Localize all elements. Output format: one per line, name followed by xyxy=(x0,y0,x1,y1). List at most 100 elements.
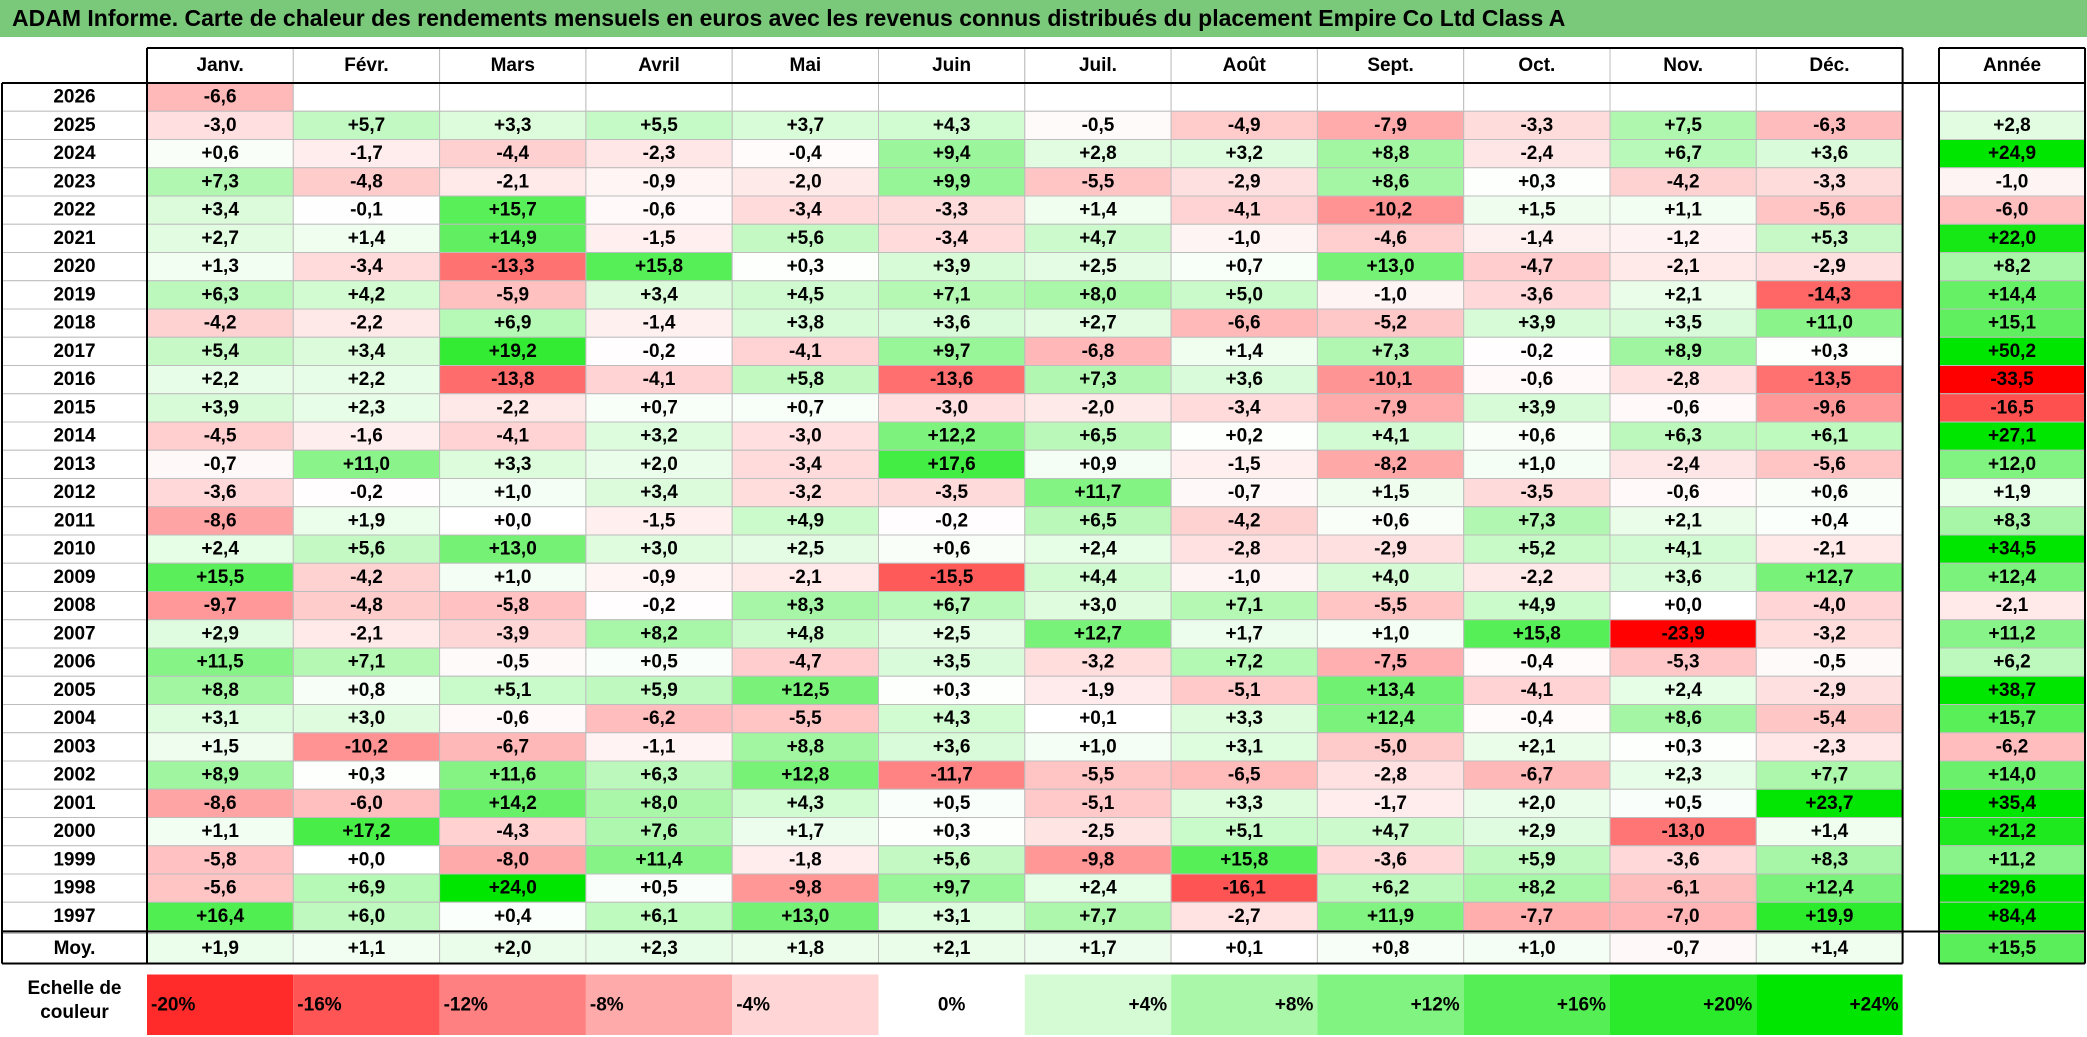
cell-value: +9,7 xyxy=(933,341,971,362)
cell-value: -2,3 xyxy=(643,143,676,164)
heatmap-cell xyxy=(731,110,880,140)
cell-value: +3,3 xyxy=(1225,793,1263,814)
annual-value: +15,1 xyxy=(1988,313,2037,334)
annual-cell xyxy=(1938,82,2086,112)
color-scale-swatch xyxy=(878,974,1025,1035)
cell-value: +0,6 xyxy=(1518,426,1556,447)
cell-value: -3,5 xyxy=(1520,482,1553,503)
heatmap-cell xyxy=(1024,110,1172,140)
cell-value: -0,2 xyxy=(350,482,383,503)
cell-value: +3,6 xyxy=(933,736,971,757)
heatmap-cell xyxy=(1463,252,1611,282)
heatmap-cell xyxy=(1755,760,1904,790)
cell-value: -3,3 xyxy=(935,200,968,221)
heatmap-cell xyxy=(878,901,1026,931)
cell-value: +15,5 xyxy=(196,567,245,588)
heatmap-cell xyxy=(1024,449,1172,479)
cell-value: +3,6 xyxy=(933,313,971,334)
cell-value: +3,4 xyxy=(348,341,386,362)
cell-value: +2,2 xyxy=(348,369,386,390)
cell-value: -4,8 xyxy=(350,171,383,192)
heatmap-cell xyxy=(1316,449,1465,479)
cell-value: -13,3 xyxy=(491,256,534,277)
cell-value: +6,1 xyxy=(1811,426,1849,447)
heatmap-cell xyxy=(292,223,441,253)
heatmap-cell xyxy=(1463,365,1611,395)
annual-value: +22,0 xyxy=(1988,228,2036,249)
heatmap-cell xyxy=(731,591,880,621)
cell-value: -2,3 xyxy=(1813,736,1846,757)
cell-value: +5,9 xyxy=(1518,849,1556,870)
cell-value: +9,9 xyxy=(933,171,971,192)
cell-value: -0,6 xyxy=(496,708,529,729)
color-scale-stop: -4% xyxy=(736,994,770,1015)
color-scale-swatch xyxy=(1171,974,1318,1035)
cell-value: +2,1 xyxy=(1664,510,1702,531)
heatmap-cell xyxy=(1024,308,1172,338)
heatmap-cell xyxy=(439,619,587,649)
heatmap-cell xyxy=(1170,110,1318,140)
heatmap-cell xyxy=(1316,421,1465,451)
cell-value: +19,2 xyxy=(489,341,537,362)
average-cell xyxy=(439,933,587,964)
month-header: Juin xyxy=(932,55,971,76)
heatmap-labels: Janv. Févr. Mars Avril Mai Juin Juil. Août Sept.… xyxy=(28,55,2042,1023)
cell-value: +0,0 xyxy=(494,510,532,531)
annual-value: +2,8 xyxy=(1993,115,2031,136)
annual-cell xyxy=(1938,901,2086,931)
cell-value: +4,7 xyxy=(1372,821,1410,842)
cell-value: -5,1 xyxy=(1228,680,1261,701)
heatmap-cell xyxy=(1316,365,1465,395)
year-label: 2004 xyxy=(53,708,96,729)
cell-value: +1,3 xyxy=(201,256,239,277)
cell-value: +6,2 xyxy=(1372,878,1410,899)
cell-value: +12,4 xyxy=(1805,878,1854,899)
heatmap-cell xyxy=(1609,675,1757,705)
annual-value: +6,2 xyxy=(1993,652,2031,673)
cell-value: +5,8 xyxy=(787,369,825,390)
year-label: 2020 xyxy=(53,256,95,277)
cell-value: -2,2 xyxy=(350,313,383,334)
heatmap-cell xyxy=(1609,732,1757,762)
cell-value: +11,4 xyxy=(636,849,683,870)
heatmap-cell xyxy=(878,788,1026,818)
cell-value: +1,0 xyxy=(494,567,532,588)
cell-value: +3,1 xyxy=(933,906,971,927)
heatmap-cell xyxy=(292,817,441,847)
heatmap-cell xyxy=(292,421,441,451)
cell-value: +2,4 xyxy=(1664,680,1702,701)
cell-value: -13,5 xyxy=(1808,369,1852,390)
cell-value: -6,7 xyxy=(1520,765,1553,786)
cell-value: +0,9 xyxy=(1079,454,1117,475)
cell-value: +2,5 xyxy=(933,623,971,644)
cell-value: -1,5 xyxy=(1228,454,1261,475)
cell-value: +6,5 xyxy=(1079,510,1117,531)
cell-value: +3,9 xyxy=(1518,397,1556,418)
heatmap-cell xyxy=(1463,647,1611,677)
heatmap-cell xyxy=(146,675,294,705)
cell-value: -1,4 xyxy=(643,313,676,334)
year-label-cell xyxy=(1,647,148,677)
annual-value: +24,9 xyxy=(1988,143,2036,164)
cell-value: +3,9 xyxy=(1518,313,1556,334)
cell-value: -2,1 xyxy=(1813,539,1846,560)
cell-value: +3,7 xyxy=(787,115,825,136)
heatmap-cell xyxy=(1609,788,1757,818)
heatmap-cell xyxy=(878,873,1026,903)
cell-value: -1,2 xyxy=(1667,228,1700,249)
heatmap-cell xyxy=(1463,760,1611,790)
heatmap-cell xyxy=(292,110,441,140)
cell-value: -4,6 xyxy=(1374,228,1407,249)
heatmap-cell xyxy=(1463,336,1611,366)
month-header: Nov. xyxy=(1663,55,1703,76)
cell-value: +1,4 xyxy=(1811,821,1849,842)
heatmap-cell xyxy=(146,619,294,649)
cell-value: +3,2 xyxy=(640,426,678,447)
annual-cell xyxy=(1938,619,2086,649)
cell-value: -3,0 xyxy=(935,397,968,418)
cell-value: -2,2 xyxy=(496,397,529,418)
heatmap-cell xyxy=(878,421,1026,451)
cell-value: -2,9 xyxy=(1813,680,1846,701)
heatmap-cell xyxy=(1755,562,1904,592)
cell-value: -2,8 xyxy=(1228,539,1261,560)
